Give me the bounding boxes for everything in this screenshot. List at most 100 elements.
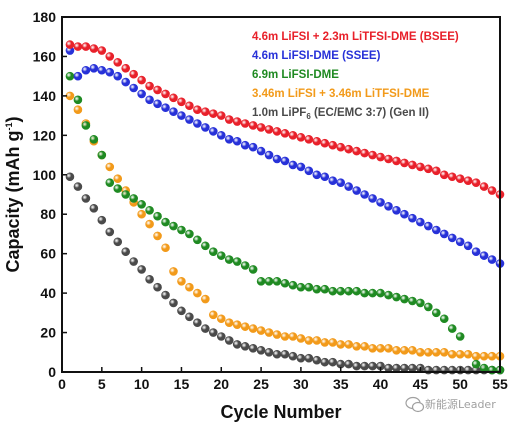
data-point: [336, 359, 346, 369]
x-tick-label: 5: [98, 376, 106, 392]
data-point: [304, 166, 314, 176]
data-point: [240, 322, 250, 331]
data-point: [288, 160, 298, 170]
data-point: [296, 133, 306, 142]
data-point: [81, 42, 91, 51]
data-point: [161, 217, 170, 227]
data-point: [471, 178, 481, 187]
data-point: [447, 172, 457, 182]
data-point: [400, 209, 409, 219]
data-point: [145, 205, 154, 215]
data-point: [248, 324, 258, 333]
data-point: [408, 363, 417, 373]
data-point: [463, 349, 473, 359]
data-point: [232, 117, 242, 126]
data-point: [129, 69, 138, 79]
data-point: [129, 194, 138, 203]
data-point: [169, 267, 178, 276]
data-point: [368, 150, 377, 160]
data-point: [216, 332, 226, 341]
data-point: [105, 162, 115, 172]
legend-entry: 4.6m LiFSI-DME (SSEE): [252, 50, 381, 62]
data-point: [105, 178, 115, 187]
data-point: [320, 357, 330, 367]
data-point: [216, 111, 226, 120]
data-point: [161, 290, 170, 300]
data-point: [487, 255, 497, 264]
legend-entry: 3.46m LiFSI + 3.46m LiTFSI-DME: [252, 88, 430, 100]
data-point: [320, 138, 330, 148]
data-point: [408, 346, 417, 355]
x-axis-title: Cycle Number: [220, 402, 341, 422]
data-point: [137, 200, 146, 209]
data-point: [232, 340, 242, 349]
wechat-icon: [405, 396, 425, 413]
data-point: [121, 63, 131, 73]
data-point: [352, 146, 361, 156]
data-point: [272, 349, 282, 359]
data-point: [89, 204, 99, 213]
data-point: [408, 296, 417, 306]
x-tick-label: 45: [413, 376, 429, 392]
data-point: [312, 336, 322, 345]
data-point: [328, 140, 338, 150]
data-point: [209, 310, 218, 320]
data-point: [280, 332, 290, 341]
y-tick-label: 120: [33, 127, 57, 143]
data-point: [336, 340, 346, 349]
data-point: [256, 326, 266, 335]
data-point: [439, 170, 449, 180]
data-point: [487, 351, 497, 361]
x-tick-label: 50: [452, 376, 468, 392]
data-point: [177, 97, 186, 107]
data-point: [97, 215, 107, 225]
data-point: [463, 176, 473, 185]
data-point: [264, 125, 274, 134]
legend-entry: 6.9m LiFSI-DME: [252, 69, 339, 81]
data-point: [463, 241, 473, 251]
data-point: [232, 257, 242, 266]
data-point: [344, 340, 353, 349]
data-point: [304, 282, 314, 292]
data-point: [209, 127, 218, 136]
data-point: [344, 182, 353, 191]
data-point: [416, 162, 425, 172]
data-point: [224, 336, 234, 345]
data-point: [360, 342, 369, 351]
data-point: [416, 347, 425, 357]
data-point: [105, 227, 115, 237]
data-point: [169, 221, 178, 231]
data-point: [455, 349, 465, 359]
data-point: [161, 103, 170, 113]
y-tick-label: 80: [40, 206, 56, 222]
data-point: [288, 280, 298, 290]
data-point: [455, 332, 465, 341]
data-point: [185, 115, 194, 124]
data-point: [73, 182, 83, 191]
data-point: [416, 217, 425, 227]
data-point: [73, 71, 83, 81]
data-point: [320, 284, 330, 294]
data-point: [304, 353, 314, 363]
data-point: [209, 328, 218, 337]
data-point: [137, 209, 146, 219]
data-point: [137, 75, 146, 85]
x-tick-label: 35: [333, 376, 349, 392]
data-point: [312, 284, 322, 294]
data-point: [312, 136, 322, 146]
data-point: [240, 342, 250, 351]
data-point: [65, 71, 75, 81]
data-point: [471, 247, 481, 256]
data-point: [256, 123, 266, 132]
data-point: [248, 344, 258, 353]
data-point: [376, 152, 385, 162]
data-point: [296, 353, 306, 363]
data-point: [177, 111, 186, 120]
data-point: [431, 347, 441, 357]
y-tick-label: 100: [33, 167, 57, 183]
data-point: [479, 363, 489, 373]
data-point: [360, 288, 369, 298]
data-point: [320, 172, 330, 182]
y-tick-label: 180: [33, 9, 57, 25]
